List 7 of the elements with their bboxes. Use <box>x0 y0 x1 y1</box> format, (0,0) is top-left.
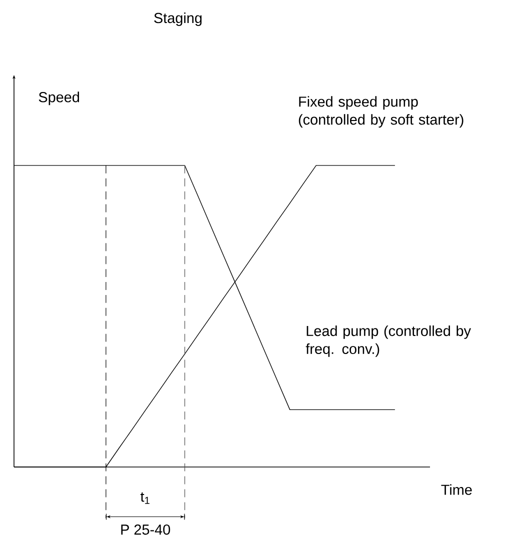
text: Fixed speed pump (controlled by soft starter) <box>298 96 464 128</box>
x-axis-title: Time <box>441 484 472 495</box>
text: P 25-40 <box>121 524 170 535</box>
y-axis-title: Speed <box>38 92 80 106</box>
text: t$_{1}$ <box>140 492 150 504</box>
text: Lead pump (controlled by freq. conv.) <box>306 325 471 357</box>
chart-title: Staging <box>154 12 202 26</box>
